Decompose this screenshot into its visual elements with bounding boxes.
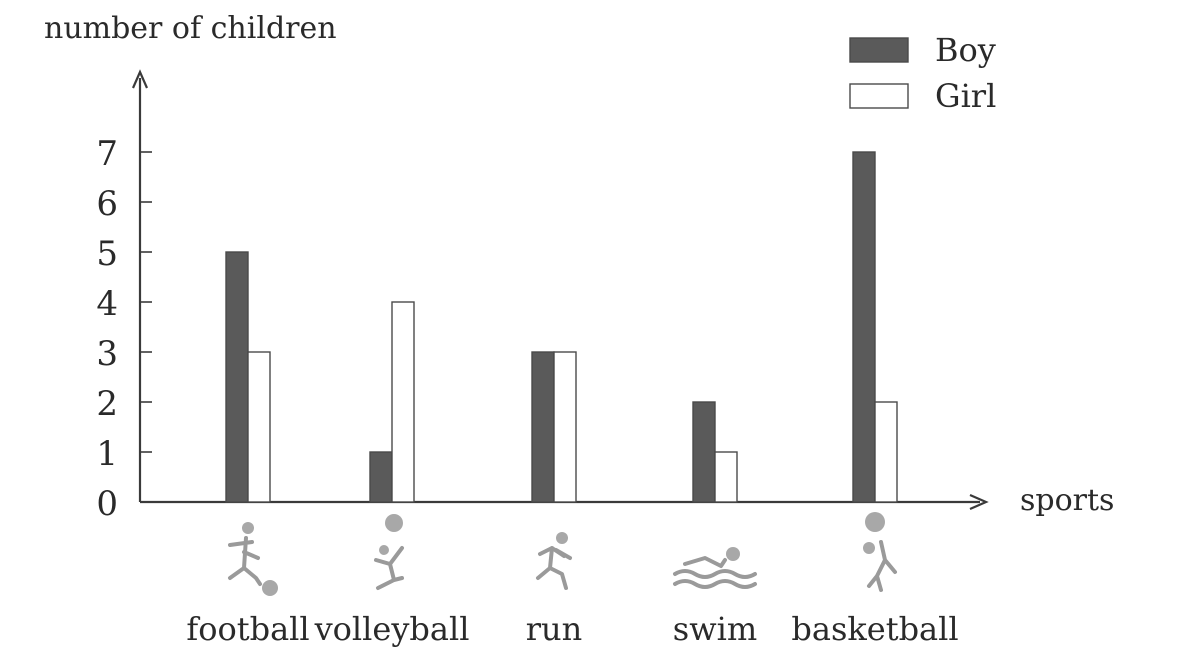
bar-girl-football xyxy=(247,351,271,503)
bar-girl-volleyball xyxy=(391,301,415,503)
y-ticks: 0 1 2 3 4 5 6 7 xyxy=(96,134,152,524)
bar-boy-volleyball xyxy=(369,451,393,503)
legend-swatch-boy xyxy=(849,37,909,63)
x-tick-label-run: run xyxy=(526,610,583,648)
y-tick-label: 2 xyxy=(96,384,118,424)
swimmer-icon xyxy=(673,547,757,589)
x-axis-label: sports xyxy=(1020,483,1114,518)
x-axis-arrow xyxy=(969,493,989,511)
y-axis-arrow xyxy=(131,69,149,89)
bar-girl-swim xyxy=(714,451,738,503)
x-tick-label-volleyball: volleyball xyxy=(314,610,470,648)
y-tick-label: 0 xyxy=(96,484,118,524)
bar-boy-basketball xyxy=(852,151,876,503)
category-labels: football volleyball run swim basketball xyxy=(186,610,958,648)
football-player-icon xyxy=(228,522,278,596)
x-tick-label-basketball: basketball xyxy=(791,610,958,648)
x-tick-label-football: football xyxy=(186,610,309,648)
y-tick-label: 1 xyxy=(96,434,118,474)
volleyball-player-icon xyxy=(374,514,404,590)
y-tick-label: 4 xyxy=(96,284,118,324)
legend-swatch-girl xyxy=(849,83,909,109)
category-icons xyxy=(228,512,897,596)
runner-icon xyxy=(536,532,572,590)
y-tick-label: 3 xyxy=(96,334,118,374)
bar-boy-swim xyxy=(692,401,716,503)
y-tick-label: 5 xyxy=(96,234,118,274)
bar-girl-basketball xyxy=(874,401,898,503)
y-axis-label: number of children xyxy=(44,11,337,46)
y-tick-label: 7 xyxy=(96,134,118,174)
basketball-player-icon xyxy=(863,512,897,592)
bar-boy-run xyxy=(531,351,555,503)
x-tick-label-swim: swim xyxy=(673,610,757,648)
y-tick-label: 6 xyxy=(96,184,118,224)
bar-boy-football xyxy=(225,251,249,503)
legend-label-girl: Girl xyxy=(935,77,996,115)
legend: Boy Girl xyxy=(849,31,996,115)
legend-label-boy: Boy xyxy=(935,31,996,69)
bar-girl-run xyxy=(553,351,577,503)
bars xyxy=(225,151,898,503)
